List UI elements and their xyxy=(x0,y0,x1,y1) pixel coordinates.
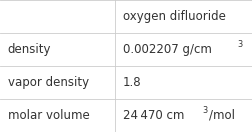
Text: molar volume: molar volume xyxy=(8,109,89,122)
Text: /mol: /mol xyxy=(208,109,234,122)
Text: oxygen difluoride: oxygen difluoride xyxy=(122,10,225,23)
Text: 3: 3 xyxy=(236,40,242,49)
Text: 1.8: 1.8 xyxy=(122,76,141,89)
Text: density: density xyxy=(8,43,51,56)
Text: 24 470 cm: 24 470 cm xyxy=(122,109,183,122)
Text: 3: 3 xyxy=(201,106,206,115)
Text: 0.002207 g/cm: 0.002207 g/cm xyxy=(122,43,211,56)
Text: vapor density: vapor density xyxy=(8,76,88,89)
